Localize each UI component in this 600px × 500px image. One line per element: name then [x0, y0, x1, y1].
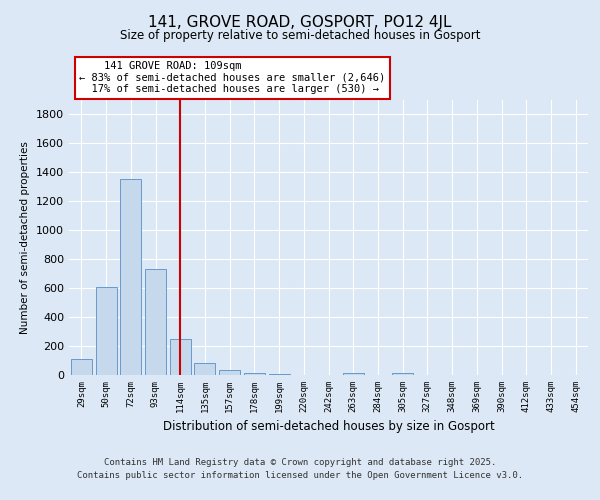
Text: Size of property relative to semi-detached houses in Gosport: Size of property relative to semi-detach…: [120, 28, 480, 42]
Bar: [343, 373, 364, 375]
Text: Contains public sector information licensed under the Open Government Licence v3: Contains public sector information licen…: [77, 472, 523, 480]
Text: 141, GROVE ROAD, GOSPORT, PO12 4JL: 141, GROVE ROAD, GOSPORT, PO12 4JL: [148, 15, 452, 30]
Bar: [145, 269, 166, 375]
Y-axis label: Number of semi-detached properties: Number of semi-detached properties: [20, 141, 31, 334]
Bar: [244, 373, 265, 375]
Bar: [269, 374, 290, 375]
Bar: [71, 358, 92, 375]
Text: 141 GROVE ROAD: 109sqm    
← 83% of semi-detached houses are smaller (2,646)
  1: 141 GROVE ROAD: 109sqm ← 83% of semi-det…: [79, 62, 386, 94]
Bar: [392, 374, 413, 375]
X-axis label: Distribution of semi-detached houses by size in Gosport: Distribution of semi-detached houses by …: [163, 420, 494, 434]
Bar: [120, 180, 141, 375]
Bar: [194, 364, 215, 375]
Bar: [170, 338, 191, 375]
Text: Contains HM Land Registry data © Crown copyright and database right 2025.: Contains HM Land Registry data © Crown c…: [104, 458, 496, 467]
Bar: [95, 287, 116, 375]
Bar: [219, 370, 240, 375]
